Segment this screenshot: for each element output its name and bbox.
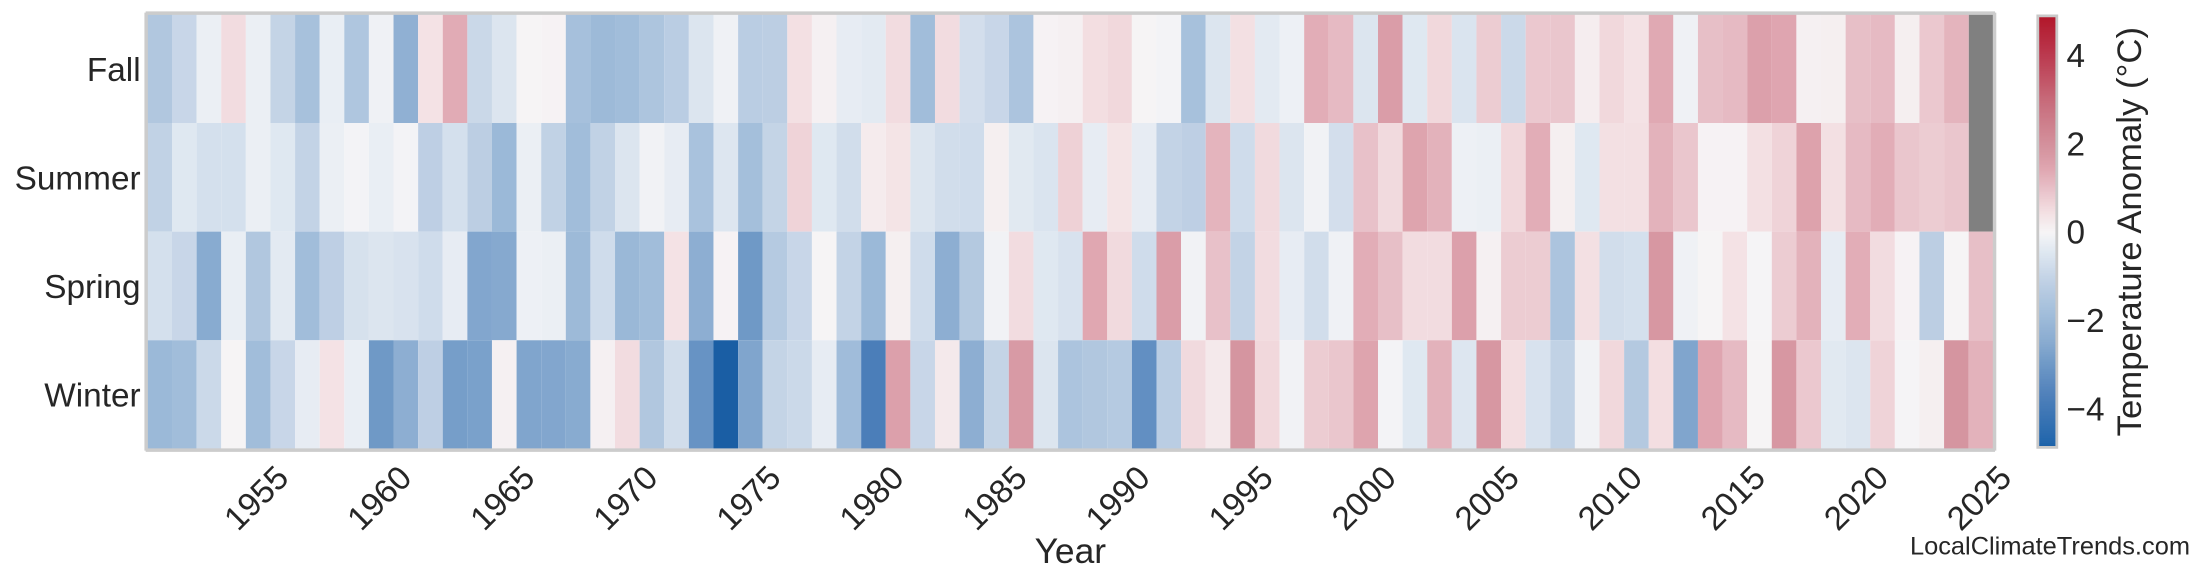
svg-text:Year: Year [1035,531,1107,571]
svg-text:0: 0 [2067,215,2086,252]
svg-text:Temperature Anomaly (°C): Temperature Anomaly (°C) [2111,27,2149,436]
svg-text:Spring: Spring [44,269,140,306]
svg-text:LocalClimateTrends.com: LocalClimateTrends.com [1910,532,2190,560]
svg-text:Summer: Summer [15,160,141,197]
svg-text:2: 2 [2067,126,2086,163]
svg-text:Fall: Fall [87,52,141,89]
svg-text:Winter: Winter [44,378,140,415]
svg-text:4: 4 [2067,38,2086,75]
svg-text:−2: −2 [2067,303,2105,340]
svg-text:−4: −4 [2067,392,2105,429]
